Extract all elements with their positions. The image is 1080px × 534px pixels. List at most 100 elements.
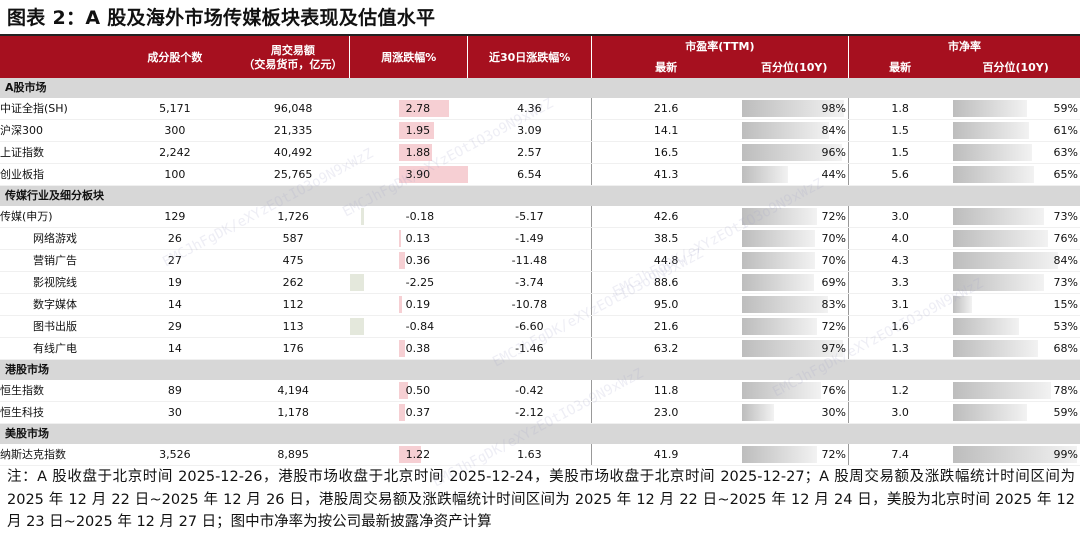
pe-latest: 95.0 — [590, 293, 741, 316]
constituent-count: 3,526 — [113, 444, 237, 466]
pb-percentile-cell: 73% — [951, 206, 1080, 228]
pb-percentile-bar — [953, 100, 1027, 117]
pb-percentile-bar — [953, 446, 1077, 463]
weekly-volume: 176 — [236, 337, 350, 360]
pe-percentile-value: 69% — [821, 276, 846, 289]
pb-latest: 5.6 — [847, 163, 952, 186]
weekly-change-cell: 0.19 — [349, 293, 468, 316]
pb-percentile-bar — [953, 404, 1027, 421]
pb-percentile-bar — [953, 296, 972, 313]
constituent-count: 14 — [113, 293, 237, 316]
pb-percentile-cell: 76% — [951, 227, 1080, 250]
pe-latest: 21.6 — [590, 98, 741, 120]
weekly-change-value: 0.37 — [405, 406, 431, 419]
pb-percentile-cell: 59% — [951, 401, 1080, 424]
section-title: 美股市场 — [0, 423, 1080, 444]
pe-percentile-cell: 70% — [740, 227, 849, 250]
weekly-change-value: 1.95 — [405, 124, 431, 137]
footnote: 注：A 股收盘于北京时间 2025-12-26，港股市场收盘于北京时间 2025… — [7, 469, 1075, 530]
pb-percentile-value: 65% — [1053, 168, 1078, 181]
table-row: 营销广告 27 475 0.36 -11.48 44.8 70% 4.3 84% — [0, 249, 1080, 272]
weekly-change-value: 0.19 — [405, 298, 431, 311]
pb-percentile-bar — [953, 208, 1045, 225]
pb-percentile-value: 59% — [1053, 406, 1078, 419]
pb-percentile-cell: 63% — [951, 141, 1080, 164]
weekly-change-value: 2.78 — [405, 102, 431, 115]
pb-latest: 1.3 — [847, 337, 952, 360]
d30-change: 3.09 — [467, 119, 592, 142]
pe-percentile-bar — [742, 382, 822, 399]
table-row: 上证指数 2,242 40,492 1.88 2.57 16.5 96% 1.5 63% — [0, 141, 1080, 164]
pe-percentile-bar — [742, 446, 817, 463]
table-row: 影视院线 19 262 -2.25 -3.74 88.6 69% 3.3 73% — [0, 271, 1080, 294]
d30-change: -11.48 — [467, 249, 592, 272]
weekly-volume: 40,492 — [236, 141, 350, 164]
pe-percentile-cell: 97% — [740, 337, 849, 360]
weekly-change-cell: 2.78 — [349, 98, 468, 120]
pe-percentile-value: 72% — [821, 320, 846, 333]
pe-percentile-cell: 83% — [740, 293, 849, 316]
weekly-volume: 8,895 — [236, 444, 350, 466]
weekly-volume: 475 — [236, 249, 350, 272]
d30-change: -10.78 — [467, 293, 592, 316]
pe-latest: 44.8 — [590, 249, 741, 272]
table-row: 创业板指 100 25,765 3.90 6.54 41.3 44% 5.6 65% — [0, 163, 1080, 186]
weekly-change-bar — [360, 208, 364, 225]
weekly-volume: 112 — [236, 293, 350, 316]
weekly-change-cell: 0.50 — [349, 380, 468, 402]
weekly-change-value: -0.84 — [405, 320, 435, 333]
pb-percentile-cell: 15% — [951, 293, 1080, 316]
pb-latest: 3.0 — [847, 401, 952, 424]
pe-percentile-cell: 84% — [740, 119, 849, 142]
table-row: 恒生指数 89 4,194 0.50 -0.42 11.8 76% 1.2 78% — [0, 380, 1080, 402]
pe-latest: 41.9 — [590, 444, 741, 466]
section-header: A股市场 — [0, 78, 1080, 98]
constituent-count: 26 — [113, 227, 237, 250]
weekly-change-value: 0.13 — [405, 232, 431, 245]
pb-latest: 3.0 — [847, 206, 952, 228]
pe-percentile-bar — [742, 122, 830, 139]
weekly-change-bar — [398, 230, 401, 247]
pb-percentile-bar — [953, 166, 1035, 183]
d30-change: 6.54 — [467, 163, 592, 186]
pb-percentile-bar — [953, 252, 1059, 269]
weekly-volume: 262 — [236, 271, 350, 294]
pb-percentile-value: 15% — [1053, 298, 1078, 311]
header-pb-group: 市净率 — [847, 36, 1080, 57]
pe-percentile-bar — [742, 318, 817, 335]
pe-percentile-cell: 70% — [740, 249, 849, 272]
pe-percentile-value: 30% — [821, 406, 846, 419]
pb-percentile-cell: 65% — [951, 163, 1080, 186]
pe-latest: 21.6 — [590, 315, 741, 338]
pe-percentile-bar — [742, 100, 844, 117]
header-pb-latest: 最新 — [847, 57, 952, 78]
d30-change: -3.74 — [467, 271, 592, 294]
pe-latest: 63.2 — [590, 337, 741, 360]
index-name: 有线广电 — [0, 337, 114, 360]
header-pb-percentile: 百分位(10Y) — [951, 57, 1080, 78]
pb-percentile-bar — [953, 274, 1045, 291]
market-table: 成分股个数 周交易额 （交易货币，亿元） 周涨跌幅% 近30日涨跌幅% 市盈率(… — [0, 36, 1080, 466]
weekly-change-cell: 3.90 — [349, 163, 468, 186]
header-row-2: 最新 百分位(10Y) 最新 百分位(10Y) — [0, 57, 1080, 78]
header-row-1: 成分股个数 周交易额 （交易货币，亿元） 周涨跌幅% 近30日涨跌幅% 市盈率(… — [0, 36, 1080, 78]
weekly-change-bar — [398, 404, 406, 421]
pb-percentile-value: 63% — [1053, 146, 1078, 159]
constituent-count: 29 — [113, 315, 237, 338]
section-header: 港股市场 — [0, 359, 1080, 380]
d30-change: -5.17 — [467, 206, 592, 228]
pe-percentile-bar — [742, 404, 774, 421]
weekly-change-cell: 1.95 — [349, 119, 468, 142]
constituent-count: 27 — [113, 249, 237, 272]
pb-percentile-value: 59% — [1053, 102, 1078, 115]
index-name: 网络游戏 — [0, 227, 114, 250]
pe-percentile-value: 98% — [821, 102, 846, 115]
pe-percentile-value: 76% — [821, 384, 846, 397]
index-name: 图书出版 — [0, 315, 114, 338]
header-d30-change: 近30日涨跌幅% — [467, 36, 592, 78]
weekly-volume: 21,335 — [236, 119, 350, 142]
table-row: 图书出版 29 113 -0.84 -6.60 21.6 72% 1.6 53% — [0, 315, 1080, 338]
constituent-count: 30 — [113, 401, 237, 424]
constituent-count: 19 — [113, 271, 237, 294]
page-title: 图表 2：A 股及海外市场传媒板块表现及估值水平 — [7, 7, 436, 29]
